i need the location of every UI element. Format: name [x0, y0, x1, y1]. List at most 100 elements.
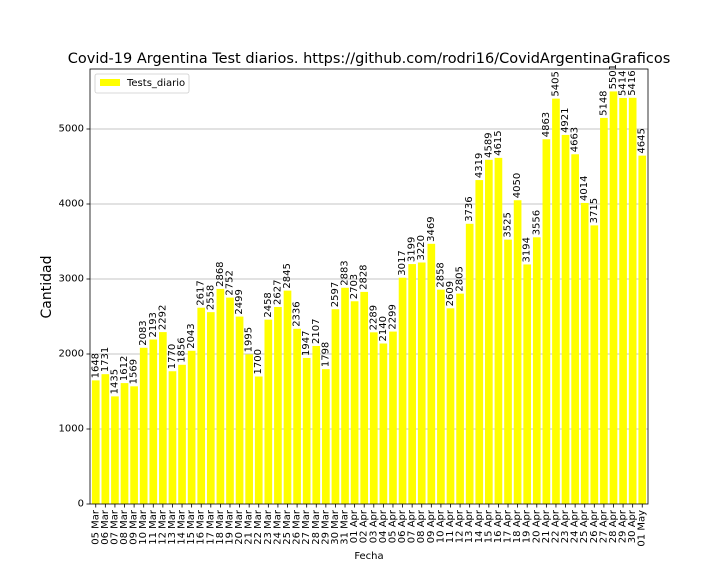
bar[interactable] [216, 288, 225, 504]
bar[interactable] [580, 202, 589, 504]
bar[interactable] [197, 307, 206, 504]
bar[interactable] [542, 139, 551, 504]
bar[interactable] [235, 316, 244, 504]
data-label: 2289 [368, 305, 379, 330]
bar[interactable] [149, 339, 158, 504]
bar[interactable] [369, 332, 378, 504]
data-label: 2617 [196, 280, 207, 305]
x-tick-label: 10 Mar [138, 509, 149, 545]
data-label: 5501 [608, 64, 619, 89]
bar[interactable] [226, 297, 234, 504]
bar[interactable] [628, 97, 637, 505]
bar[interactable] [302, 357, 311, 504]
bar[interactable] [504, 239, 512, 504]
bar[interactable] [389, 331, 397, 504]
bar[interactable] [322, 369, 330, 504]
bar[interactable] [408, 264, 416, 504]
bar[interactable] [638, 155, 647, 504]
bar[interactable] [283, 290, 292, 504]
x-tick-label: 11 Apr [445, 509, 456, 543]
bar[interactable] [350, 301, 359, 504]
bar[interactable] [254, 376, 263, 505]
data-label: 3556 [531, 210, 542, 235]
bar[interactable] [456, 293, 464, 504]
x-tick-label: 18 Mar [215, 509, 226, 545]
bar[interactable] [619, 97, 627, 504]
bar[interactable] [178, 364, 186, 504]
x-tick-label: 09 Apr [426, 509, 437, 543]
x-tick-label: 26 Apr [589, 509, 600, 543]
bar[interactable] [446, 308, 455, 504]
x-tick-label: 08 Mar [119, 509, 130, 545]
bar[interactable] [398, 277, 407, 504]
bar[interactable] [168, 371, 177, 504]
data-label: 3525 [503, 212, 514, 237]
x-tick-label: 30 Apr [627, 509, 638, 543]
bar[interactable] [331, 309, 340, 504]
bar[interactable] [379, 343, 388, 505]
data-label: 4863 [541, 112, 552, 137]
bar[interactable] [552, 98, 560, 504]
data-label: 1947 [301, 331, 312, 356]
x-tick-label: 13 Apr [464, 509, 475, 543]
bar[interactable] [532, 237, 541, 505]
bar[interactable] [274, 306, 282, 504]
bar[interactable] [130, 386, 138, 504]
bar[interactable] [494, 157, 503, 504]
bar[interactable] [360, 291, 369, 504]
data-label: 2336 [292, 301, 303, 326]
bar[interactable] [293, 328, 301, 504]
bar[interactable] [513, 200, 522, 504]
x-tick-label: 17 Mar [205, 509, 216, 545]
x-tick-label: 03 Apr [368, 509, 379, 543]
bar[interactable] [609, 91, 618, 505]
data-label: 4663 [570, 127, 581, 152]
bar[interactable] [120, 383, 129, 504]
bar[interactable] [312, 345, 321, 504]
x-tick-label: 27 Apr [598, 509, 609, 543]
legend[interactable]: Tests_diario [94, 73, 190, 94]
y-tick-label: 4000 [59, 199, 84, 210]
x-tick-label: 22 Apr [550, 509, 561, 543]
bar[interactable] [465, 223, 474, 505]
x-tick-label: 19 Apr [522, 509, 533, 543]
data-label: 1612 [119, 356, 130, 381]
bar[interactable] [437, 289, 445, 504]
data-label: 4319 [474, 153, 485, 178]
x-tick-label: 12 Apr [455, 509, 466, 543]
x-tick-label: 24 Apr [570, 509, 581, 543]
data-label: 1435 [109, 369, 120, 394]
bar[interactable] [245, 354, 253, 504]
bar[interactable] [111, 396, 119, 504]
bar[interactable] [417, 262, 426, 505]
x-tick-label: 25 Apr [579, 509, 590, 543]
bar[interactable] [600, 117, 608, 505]
data-label: 2868 [215, 261, 226, 286]
data-label: 2883 [340, 260, 351, 285]
bar[interactable] [523, 264, 532, 504]
bar[interactable] [427, 243, 436, 504]
bar[interactable] [264, 319, 273, 504]
bar[interactable] [485, 159, 493, 504]
data-label: 1995 [244, 327, 255, 352]
bar[interactable] [475, 180, 484, 504]
data-label: 2043 [186, 323, 197, 348]
bar[interactable] [561, 134, 570, 505]
data-label: 1856 [177, 337, 188, 362]
x-tick-label: 24 Mar [272, 509, 283, 545]
bar[interactable] [139, 347, 148, 504]
bar[interactable] [187, 350, 196, 504]
x-tick-label: 06 Mar [100, 509, 111, 545]
bar[interactable] [341, 287, 349, 504]
bar[interactable] [159, 332, 167, 504]
data-label: 2627 [272, 280, 283, 305]
data-label: 3715 [589, 198, 600, 223]
data-label: 2558 [205, 285, 216, 310]
y-tick-label: 3000 [59, 274, 84, 285]
bar[interactable] [206, 312, 215, 504]
bar[interactable] [91, 380, 100, 504]
x-tick-label: 14 Apr [474, 509, 485, 543]
bar[interactable] [571, 154, 579, 504]
bar[interactable] [101, 374, 110, 504]
bar[interactable] [590, 225, 599, 504]
